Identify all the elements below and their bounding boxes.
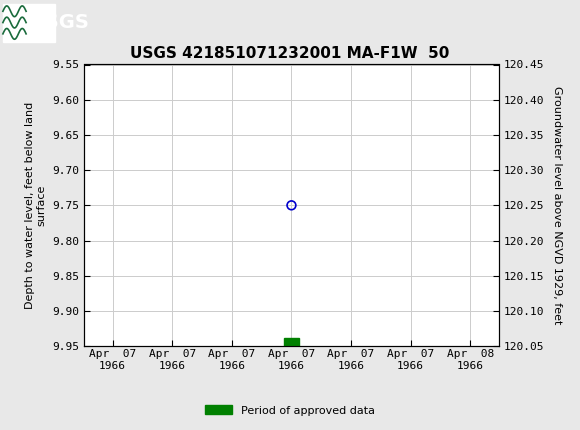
Point bbox=[287, 202, 296, 209]
Y-axis label: Depth to water level, feet below land
surface: Depth to water level, feet below land su… bbox=[25, 102, 46, 309]
Y-axis label: Groundwater level above NGVD 1929, feet: Groundwater level above NGVD 1929, feet bbox=[553, 86, 563, 325]
Legend: Period of approved data: Period of approved data bbox=[200, 401, 380, 420]
FancyBboxPatch shape bbox=[3, 3, 55, 42]
Text: USGS: USGS bbox=[29, 13, 89, 32]
Bar bbox=[284, 338, 299, 347]
Text: USGS 421851071232001 MA-F1W  50: USGS 421851071232001 MA-F1W 50 bbox=[130, 46, 450, 61]
